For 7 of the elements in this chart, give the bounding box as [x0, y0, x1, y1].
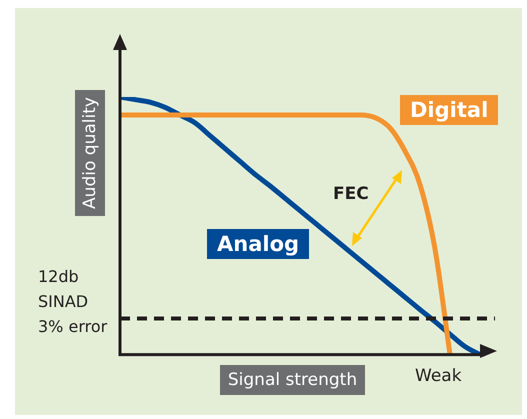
- annotation: FEC: [333, 184, 369, 204]
- series-label: Digital: [400, 95, 498, 125]
- x-axis-title: Signal strength: [220, 365, 365, 395]
- text: Weak: [415, 366, 462, 386]
- y-axis-title: Audio quality: [80, 97, 100, 209]
- ref-line-label: 12db SINAD 3% error: [38, 266, 108, 338]
- series-label: Analog: [207, 229, 310, 259]
